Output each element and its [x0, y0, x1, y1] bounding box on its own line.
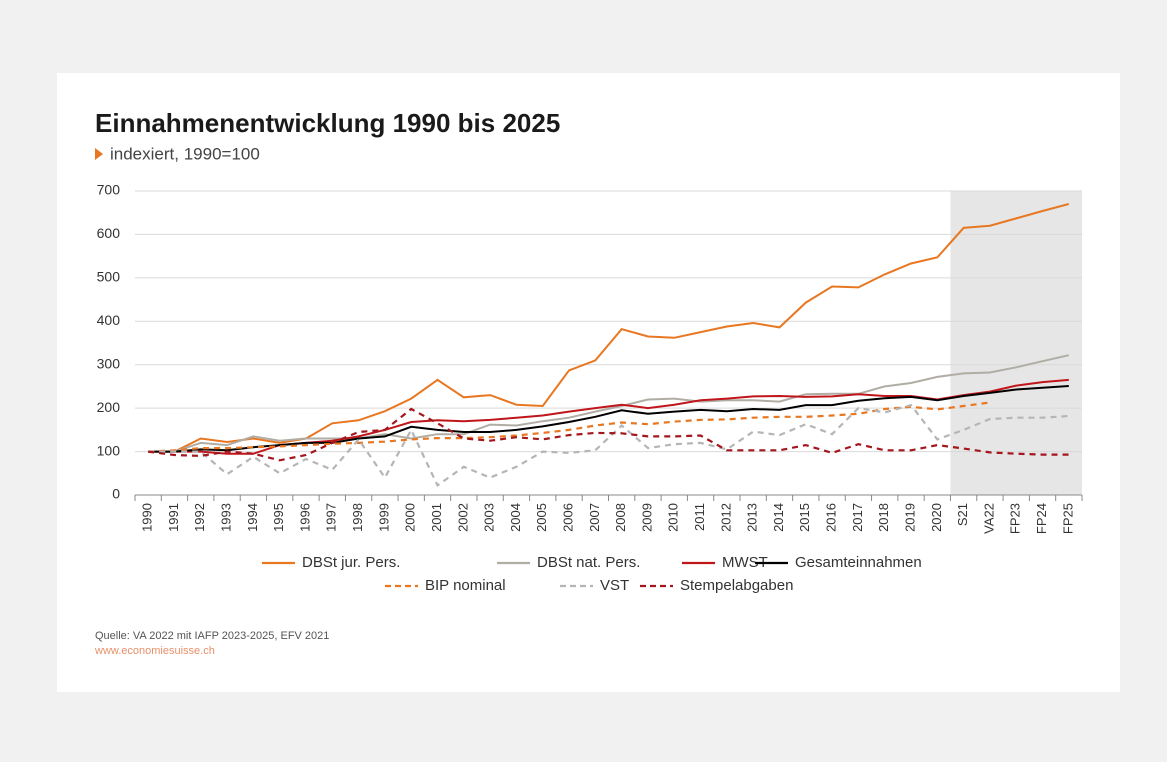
x-tick-label: 1994	[245, 503, 260, 532]
x-tick-label: 1997	[324, 503, 339, 532]
subtitle-marker	[95, 148, 103, 160]
x-tick-label: 2012	[718, 503, 733, 532]
x-tick-label: 2003	[482, 503, 497, 532]
x-tick-label: 2017	[850, 503, 865, 532]
legend-label: Stempelabgaben	[680, 577, 793, 594]
x-tick-label: 1993	[219, 503, 234, 532]
source: Quelle: VA 2022 mit IAFP 2023-2025, EFV …	[95, 630, 329, 642]
x-tick-label: 2019	[902, 503, 917, 532]
x-tick-label: 2013	[745, 503, 760, 532]
series-line	[148, 401, 991, 453]
x-tick-label: 1996	[297, 503, 312, 532]
website: www.economiesuisse.ch	[94, 645, 215, 657]
x-tick-label: 2016	[824, 503, 839, 532]
x-tick-label: 2007	[587, 503, 602, 532]
y-tick-label: 700	[97, 182, 121, 198]
chart-subtitle: indexiert, 1990=100	[110, 144, 260, 163]
series-line	[148, 385, 1069, 453]
x-tick-label: 2015	[797, 503, 812, 532]
y-tick-label: 500	[97, 269, 121, 285]
x-tick-label: 1999	[376, 503, 391, 532]
x-tick-label: 2006	[560, 503, 575, 532]
legend-label: DBSt jur. Pers.	[302, 554, 400, 571]
y-tick-label: 400	[97, 312, 121, 328]
x-tick-label: 2008	[613, 503, 628, 532]
legend-label: VST	[600, 577, 629, 594]
y-tick-label: 0	[112, 486, 120, 502]
x-tick-label: 1995	[271, 503, 286, 532]
shaded-region	[950, 191, 1082, 495]
legend-label: MWST	[722, 554, 768, 571]
x-tick-label: S21	[955, 503, 970, 526]
x-tick-label: 2010	[666, 503, 681, 532]
legend-label: BIP nominal	[425, 577, 506, 594]
x-tick-label: 1998	[350, 503, 365, 532]
x-tick-label: 2005	[534, 503, 549, 532]
x-tick-label: 2009	[639, 503, 654, 532]
x-tick-label: 2000	[403, 503, 418, 532]
legend-label: Gesamteinnahmen	[795, 554, 922, 571]
y-tick-label: 600	[97, 225, 121, 241]
x-tick-label: VA22	[981, 503, 996, 534]
y-tick-label: 100	[97, 442, 121, 458]
chart-title: Einnahmenentwicklung 1990 bis 2025	[95, 108, 560, 138]
x-tick-label: 1991	[166, 503, 181, 532]
legend-label: DBSt nat. Pers.	[537, 554, 640, 571]
x-tick-label: 2011	[692, 503, 707, 531]
x-tick-label: 1990	[140, 503, 155, 532]
x-tick-label: 1992	[192, 503, 207, 532]
y-tick-label: 200	[97, 399, 121, 415]
card	[57, 73, 1120, 692]
series-line	[148, 407, 1069, 462]
x-tick-label: 2020	[929, 503, 944, 532]
x-tick-label: 2004	[508, 503, 523, 532]
series-line	[148, 403, 1069, 488]
x-tick-label: FP23	[1008, 503, 1023, 534]
x-tick-label: 2002	[455, 503, 470, 532]
y-tick-label: 300	[97, 355, 121, 371]
x-tick-label: 2001	[429, 503, 444, 532]
x-tick-label: FP25	[1060, 503, 1075, 534]
x-tick-label: 2014	[771, 503, 786, 532]
x-tick-label: 2018	[876, 503, 891, 532]
x-tick-label: FP24	[1034, 503, 1049, 534]
series-line	[148, 354, 1070, 453]
